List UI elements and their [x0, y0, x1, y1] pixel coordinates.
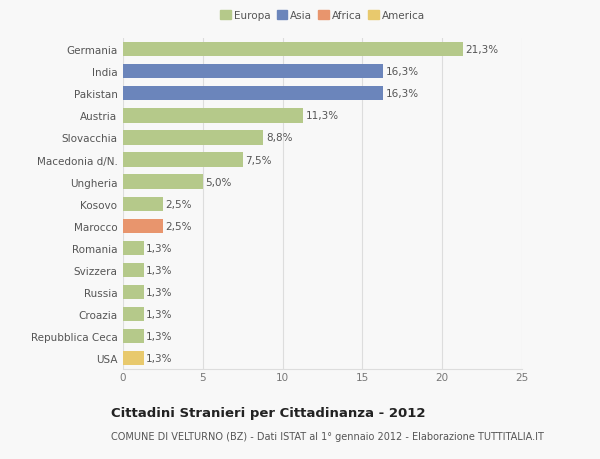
Text: 1,3%: 1,3% — [146, 331, 173, 341]
Bar — [123, 87, 383, 101]
Text: 1,3%: 1,3% — [146, 309, 173, 319]
Bar — [123, 307, 144, 322]
Text: 7,5%: 7,5% — [245, 155, 272, 165]
Bar — [123, 351, 144, 366]
Text: 16,3%: 16,3% — [386, 89, 419, 99]
Bar — [123, 43, 463, 57]
Bar — [123, 175, 203, 190]
Bar — [123, 263, 144, 278]
Bar — [123, 109, 304, 123]
Text: 1,3%: 1,3% — [146, 265, 173, 275]
Text: Cittadini Stranieri per Cittadinanza - 2012: Cittadini Stranieri per Cittadinanza - 2… — [111, 406, 425, 419]
Bar — [123, 197, 163, 212]
Text: 2,5%: 2,5% — [165, 221, 192, 231]
Bar — [123, 285, 144, 300]
Text: 1,3%: 1,3% — [146, 287, 173, 297]
Bar — [123, 329, 144, 344]
Text: 8,8%: 8,8% — [266, 133, 292, 143]
Text: 5,0%: 5,0% — [205, 177, 232, 187]
Text: COMUNE DI VELTURNO (BZ) - Dati ISTAT al 1° gennaio 2012 - Elaborazione TUTTITALI: COMUNE DI VELTURNO (BZ) - Dati ISTAT al … — [111, 431, 544, 442]
Legend: Europa, Asia, Africa, America: Europa, Asia, Africa, America — [220, 11, 425, 21]
Bar — [123, 219, 163, 234]
Bar — [123, 241, 144, 256]
Text: 11,3%: 11,3% — [306, 111, 339, 121]
Bar — [123, 131, 263, 146]
Bar — [123, 153, 242, 168]
Text: 21,3%: 21,3% — [466, 45, 499, 55]
Text: 1,3%: 1,3% — [146, 243, 173, 253]
Text: 2,5%: 2,5% — [165, 199, 192, 209]
Text: 1,3%: 1,3% — [146, 353, 173, 364]
Bar — [123, 65, 383, 79]
Text: 16,3%: 16,3% — [386, 67, 419, 77]
